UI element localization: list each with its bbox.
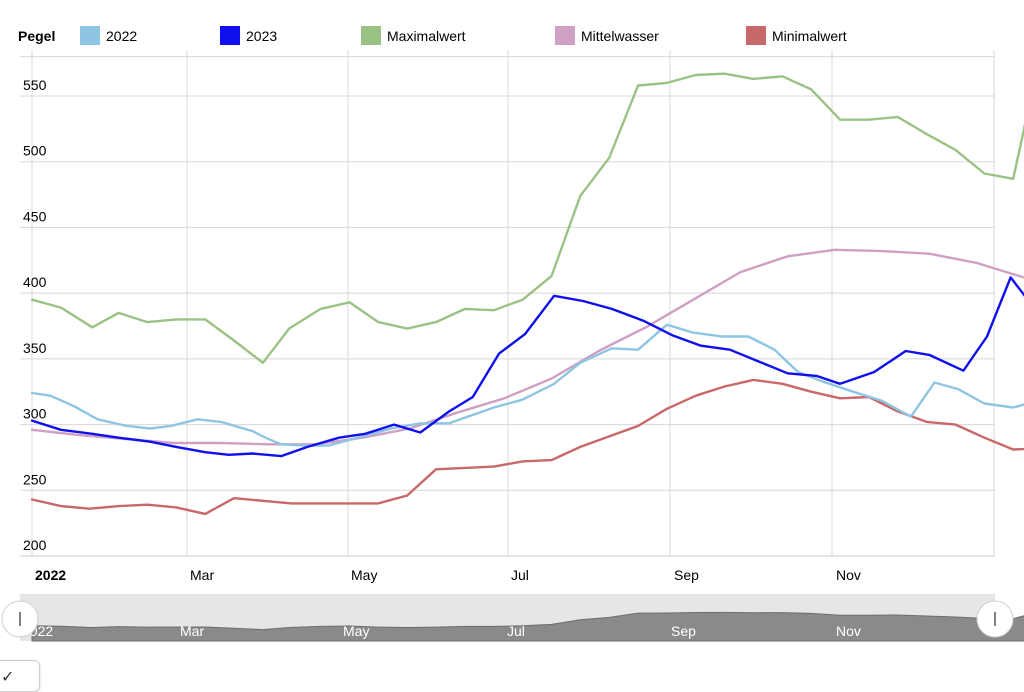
- navigator[interactable]: 2022 Mar May Jul Sep Nov: [1, 594, 1024, 642]
- legend-label: Mittelwasser: [581, 28, 659, 44]
- y-tick-label: 250: [23, 471, 47, 487]
- legend: Pegel 2022 2023 Maximalwert Mittelwasser Mini…: [18, 26, 847, 45]
- y-tick-label: 450: [23, 208, 47, 224]
- x-axis: 2022 Mar May Jul Sep Nov: [35, 567, 861, 583]
- navigator-handle-left[interactable]: [1, 600, 39, 638]
- legend-item[interactable]: 2022: [80, 26, 137, 45]
- legend-item[interactable]: Maximalwert: [361, 26, 466, 45]
- legend-label: 2023: [246, 28, 277, 44]
- navigator-label: Nov: [836, 623, 861, 639]
- legend-swatch: [220, 26, 240, 45]
- legend-label: 2022: [106, 28, 137, 44]
- x-tick-label: Mar: [190, 567, 214, 583]
- series-line-mittelwasser: [30, 248, 1024, 446]
- check-icon: ✓: [1, 667, 15, 686]
- navigator-handle-right[interactable]: [976, 600, 1014, 638]
- grid: [20, 50, 995, 557]
- checkbox-control[interactable]: ✓: [0, 660, 40, 692]
- x-tick-label: Jul: [511, 567, 529, 583]
- legend-swatch: [555, 26, 575, 45]
- navigator-label: May: [343, 623, 369, 639]
- y-axis: 200 250 300 350 400 450 500 550: [23, 77, 47, 553]
- x-tick-label: Nov: [836, 567, 861, 583]
- x-tick-label: Sep: [674, 567, 699, 583]
- y-tick-label: 200: [23, 537, 47, 553]
- navigator-label: Mar: [180, 623, 204, 639]
- legend-item[interactable]: Mittelwasser: [555, 26, 659, 45]
- x-tick-label: May: [351, 567, 377, 583]
- series-line-maximalwert: [30, 72, 1024, 364]
- legend-label: Minimalwert: [772, 28, 847, 44]
- legend-title: Pegel: [18, 28, 55, 44]
- legend-item[interactable]: Minimalwert: [746, 26, 847, 45]
- y-tick-label: 400: [23, 274, 47, 290]
- navigator-area: [31, 611, 1024, 642]
- series-line-2022: [30, 323, 1024, 447]
- legend-swatch: [361, 26, 381, 45]
- navigator-label: Jul: [507, 623, 525, 639]
- navigator-label: Sep: [671, 623, 696, 639]
- y-tick-label: 300: [23, 406, 47, 422]
- plot-area: [30, 72, 1024, 516]
- legend-swatch: [746, 26, 766, 45]
- y-tick-label: 550: [23, 77, 47, 93]
- legend-item[interactable]: 2023: [220, 26, 277, 45]
- y-tick-label: 500: [23, 143, 47, 159]
- x-tick-label: 2022: [35, 567, 66, 583]
- legend-label: Maximalwert: [387, 28, 466, 44]
- legend-swatch: [80, 26, 100, 45]
- series-line-minimalwert: [30, 378, 1024, 516]
- y-tick-label: 350: [23, 340, 47, 356]
- series-line-2023: [30, 276, 1024, 458]
